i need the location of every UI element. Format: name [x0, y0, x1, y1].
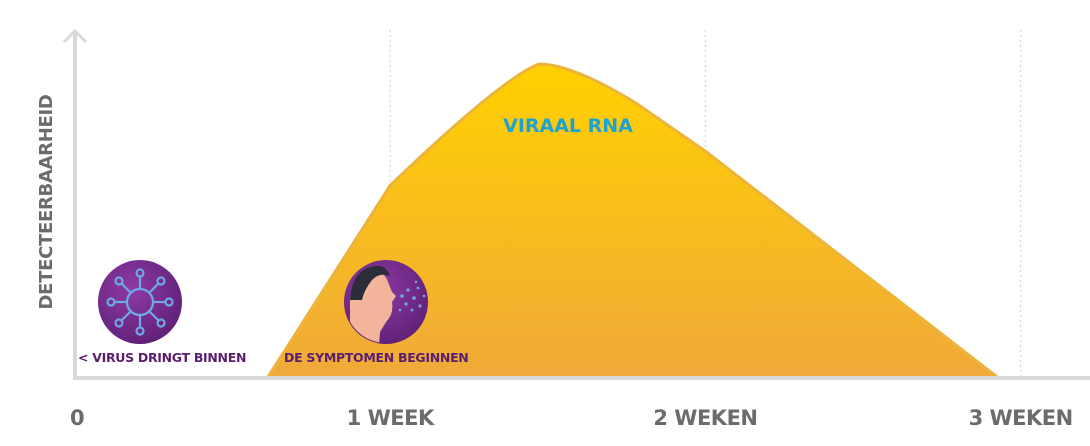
y-axis-arrow — [62, 28, 88, 44]
x-tick-label-1: 1 WEEK — [347, 406, 435, 430]
sneezing-person-icon — [344, 260, 428, 344]
x-tick-label-3: 3 WEKEN — [969, 406, 1073, 430]
x-tick-labels: 0 1 WEEK 2 WEKEN 3 WEKEN — [70, 406, 1073, 430]
x-tick-label-2: 2 WEKEN — [653, 406, 757, 430]
y-axis-label: DETECTEERBAARHEID — [36, 94, 57, 309]
virus-icon — [98, 260, 182, 344]
area-viraal-rna — [265, 62, 1001, 380]
event-label-virus-enters: < VIRUS DRINGT BINNEN — [78, 350, 246, 365]
area-layer — [265, 62, 1001, 380]
axes — [62, 28, 1090, 380]
x-tick-label-0: 0 — [70, 406, 84, 430]
series-label-viraal-rna: VIRAAL RNA — [503, 115, 633, 137]
event-label-symptoms-start: DE SYMPTOMEN BEGINNEN — [284, 350, 468, 365]
